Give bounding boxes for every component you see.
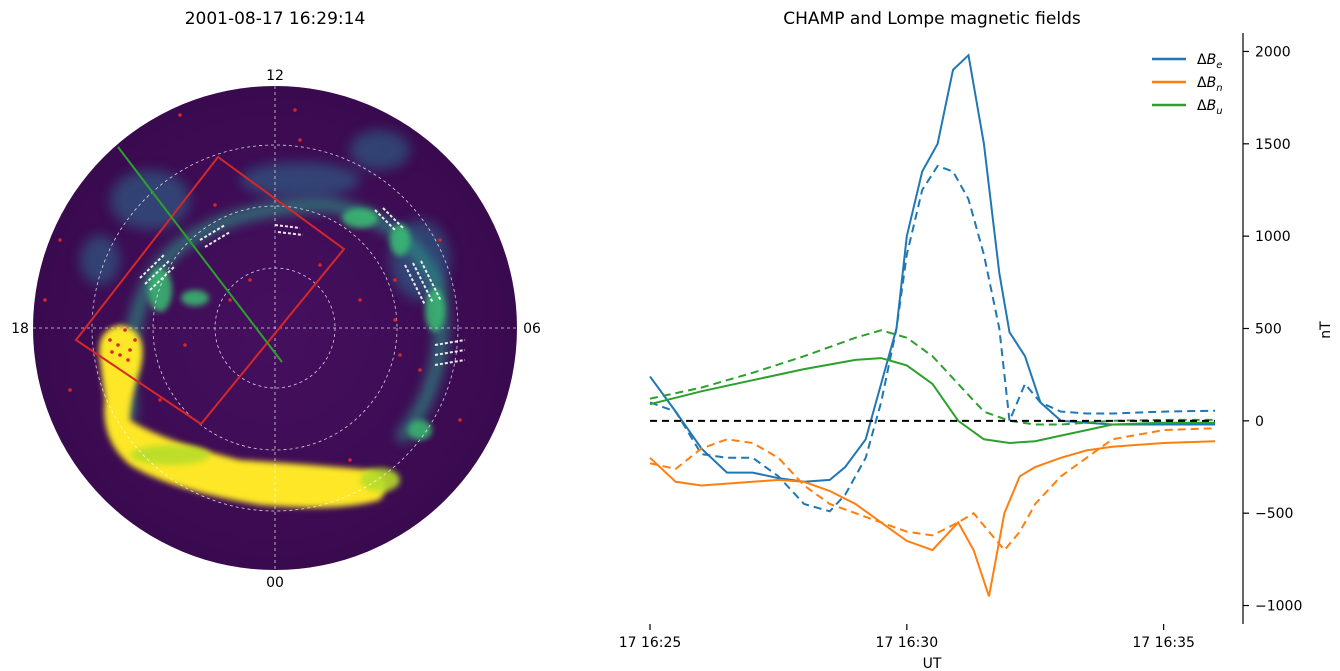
legend: ΔBe ΔBn ΔBu <box>1152 52 1223 117</box>
series-line-0 <box>649 53 1215 483</box>
series-line-4 <box>649 357 1215 445</box>
satellite-track <box>117 146 283 363</box>
mlt-label-00: 00 <box>266 575 284 591</box>
polar-title: 2001-08-17 16:29:14 <box>185 9 366 29</box>
polar-map <box>33 86 517 570</box>
series-line-3 <box>649 427 1216 552</box>
legend-entry: ΔBn <box>1197 75 1223 94</box>
y-tick-label: 1000 <box>1255 229 1291 245</box>
legend-entry: ΔBe <box>1197 52 1222 71</box>
convection-arrows <box>139 207 466 366</box>
x-tick-label: 17 16:25 <box>619 635 682 651</box>
x-tick-label: 17 16:30 <box>876 635 939 651</box>
series-line-5 <box>649 329 1215 426</box>
x-axis-label: UT <box>923 656 942 671</box>
polar-grid <box>33 86 517 570</box>
analysis-region <box>74 155 346 426</box>
legend-entry: ΔBu <box>1197 98 1223 117</box>
series-line-1 <box>649 164 1216 513</box>
y-axis-label: nT <box>1318 321 1334 339</box>
y-tick-label: −500 <box>1255 506 1293 522</box>
y-tick-label: 0 <box>1255 414 1264 430</box>
mlt-label-06: 06 <box>523 321 541 337</box>
data-points <box>43 108 462 462</box>
mlt-label-12: 12 <box>266 68 284 84</box>
y-axis-ticks: −1000 −500 0 500 1000 1500 2000 <box>1243 44 1302 615</box>
x-axis-ticks: 17 16:25 17 16:30 17 16:35 <box>619 624 1195 651</box>
mlt-label-18: 18 <box>11 321 29 337</box>
series-layer <box>649 53 1216 597</box>
y-tick-label: 1500 <box>1255 137 1291 153</box>
y-tick-label: −1000 <box>1255 599 1302 615</box>
y-tick-label: 2000 <box>1255 44 1291 60</box>
series-line-2 <box>649 440 1216 597</box>
x-tick-label: 17 16:35 <box>1132 635 1195 651</box>
auroral-oval <box>80 130 450 508</box>
y-tick-label: 500 <box>1255 322 1282 338</box>
chart-title: CHAMP and Lompe magnetic fields <box>783 9 1081 29</box>
